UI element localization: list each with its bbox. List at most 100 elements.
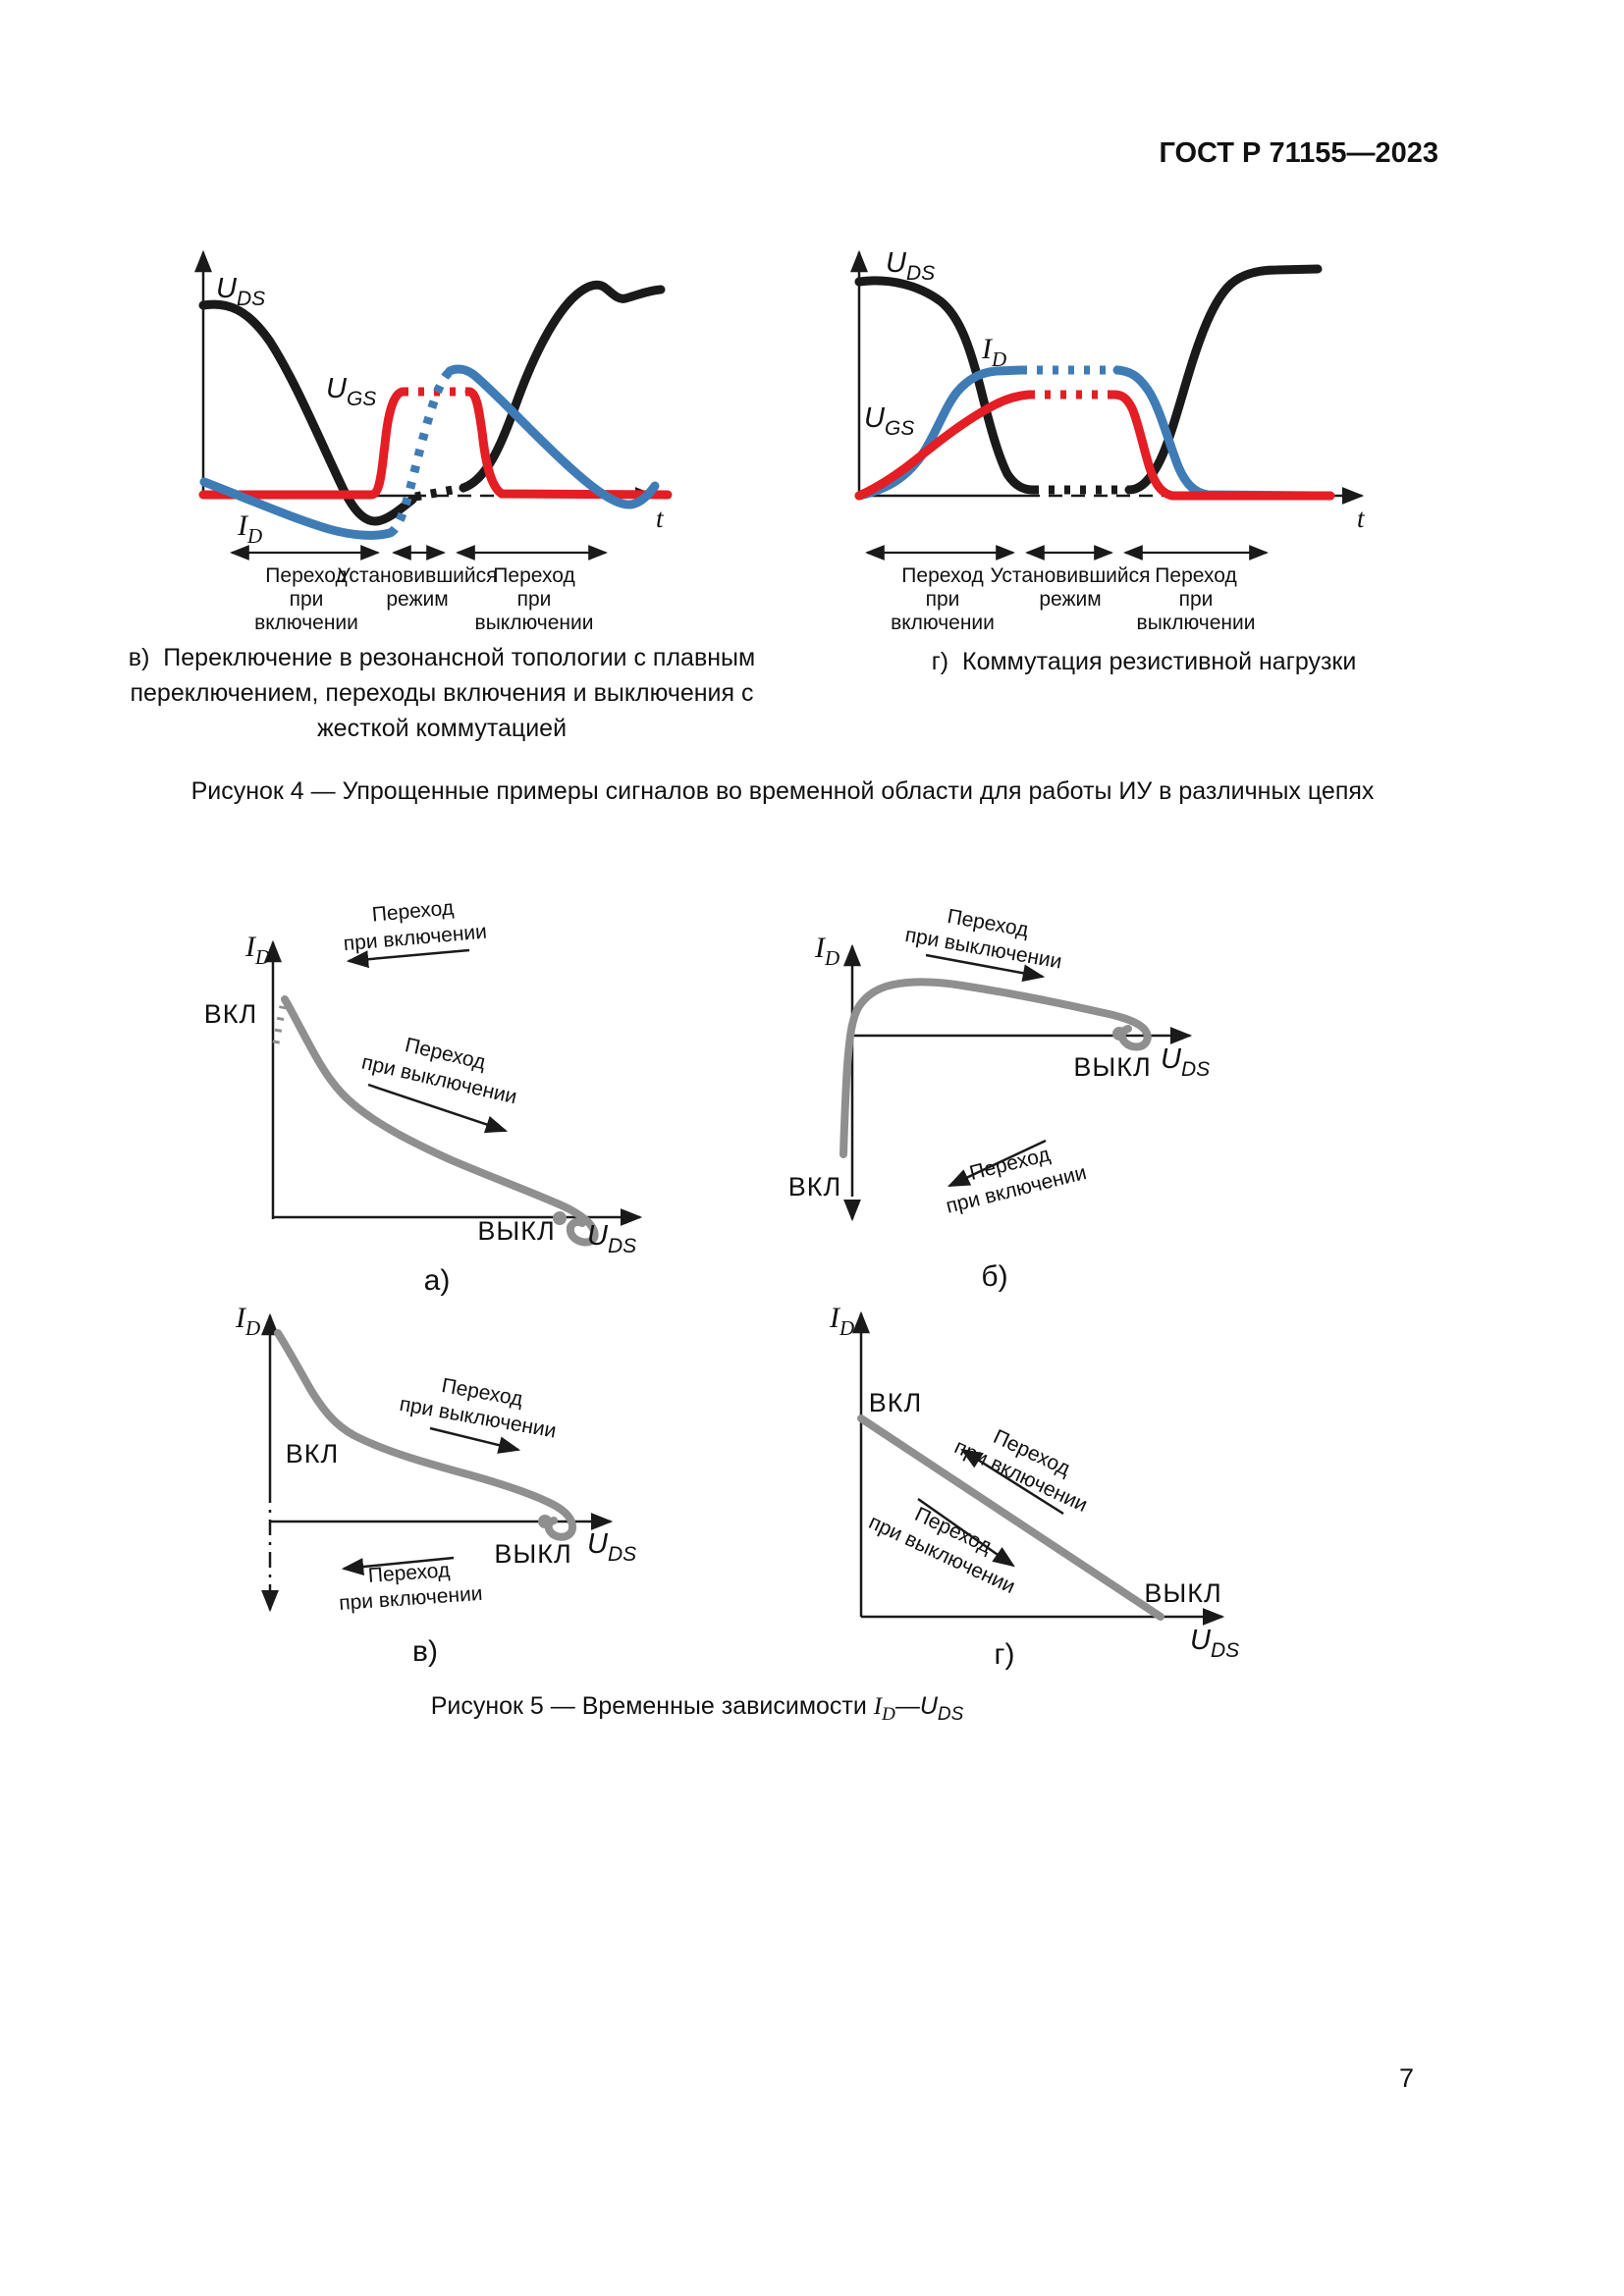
svg-text:включении: включении [254, 612, 358, 634]
fig4-subcaption-v: в) Переключение в резонансной топологии … [128, 644, 756, 742]
uds-curve-right [459, 280, 666, 493]
fig4-left-plot: UDS UGS ID t Переход при включении Устан… [194, 249, 673, 634]
uds-axis-label: UDS [587, 1528, 636, 1566]
on-label: ВКЛ [788, 1172, 841, 1201]
page-number: 7 [1399, 2063, 1415, 2093]
off-label: ВЫКЛ [494, 1539, 571, 1569]
fig5-plot-b: ID UDS ВЫКЛ ВКЛ Переход при выключении П… [788, 905, 1210, 1293]
id-axis-label: ID [235, 1302, 260, 1340]
annotation-off: Переход при выключении [865, 1503, 1018, 1598]
fig4-caption: Рисунок 4 — Упрощенные примеры сигналов … [190, 777, 1375, 805]
off-point [553, 1211, 567, 1225]
svg-text:при: при [517, 588, 552, 611]
id-curve-dotted [387, 368, 453, 538]
uds-axis-label: UDS [216, 273, 265, 310]
svg-text:выключении: выключении [475, 612, 594, 634]
svg-text:Переход: Переход [371, 896, 455, 926]
id-axis-label: ID [244, 931, 270, 969]
ugs-curve-label: UGS [864, 402, 914, 440]
subplot-label-g: г) [995, 1638, 1015, 1671]
subplot-label-v: в) [412, 1635, 438, 1668]
zone-label-on: Переход при включении [891, 564, 995, 634]
id-curve-label: ID [981, 333, 1006, 371]
svg-text:при: при [926, 588, 960, 611]
annotation-off: Переход при выключении [398, 1374, 558, 1443]
subplot-label-b: б) [981, 1260, 1007, 1293]
fig5-plot-a: ID UDS ВКЛ ВЫКЛ Переход при включении Пе… [204, 896, 643, 1297]
id-axis-label: ID [814, 932, 839, 970]
annotation-on: Переход при включении [951, 1425, 1091, 1517]
on-label: ВКЛ [869, 1388, 922, 1417]
annotation-off-arrow [917, 1497, 1015, 1568]
fig5-plot-v: ID UDS ВКЛ ВЫКЛ Переход при выключении П… [235, 1302, 636, 1668]
on-label: ВКЛ [204, 999, 257, 1029]
svg-text:при: при [290, 588, 324, 611]
zone-label-steady: Установившийся режим [338, 564, 498, 611]
annotation-on: Переход при включении [343, 896, 488, 955]
trajectory-dotted-start [272, 1005, 287, 1044]
annotation-on-arrow [341, 1556, 455, 1575]
annotation-off: Переход при выключении [903, 905, 1063, 974]
on-label: ВКЛ [286, 1439, 339, 1468]
svg-text:при включении: при включении [339, 1582, 484, 1615]
id-axis-label: ID [829, 1302, 854, 1340]
annotation-off-arrow [429, 1426, 521, 1454]
off-point [1112, 1027, 1126, 1041]
id-curve-right [445, 364, 660, 509]
trajectory-line [857, 1415, 1164, 1621]
subplot-label-a: а) [424, 1264, 451, 1297]
svg-text:режим: режим [386, 588, 448, 611]
id-curve [199, 477, 395, 540]
annotation-off-arrow [925, 953, 1046, 983]
zone-label-on: Переход при включении [254, 564, 358, 634]
annotation-off: Переход при выключении [359, 1034, 519, 1108]
ugs-curve-right [464, 387, 673, 500]
off-label: ВЫКЛ [1073, 1052, 1151, 1082]
trajectory-curve [274, 1329, 577, 1541]
fig4-right-plot: UDS ID UGS t Переход при включении Устан… [850, 247, 1366, 634]
page-title: ГОСТ Р 71155—2023 [1159, 137, 1438, 169]
svg-text:при: при [1179, 588, 1214, 611]
svg-text:Переход: Переход [901, 564, 983, 587]
svg-text:Переход: Переход [265, 564, 347, 587]
uds-axis-label: UDS [587, 1220, 636, 1257]
annotation-off-arrow [367, 1083, 509, 1134]
ugs-curve [198, 387, 407, 500]
off-label: ВЫКЛ [1144, 1578, 1221, 1608]
svg-text:Переход: Переход [493, 564, 574, 587]
trajectory-curve [281, 995, 599, 1247]
annotation-on: Переход при включении [944, 1143, 1089, 1217]
uds-axis-label: UDS [886, 247, 935, 285]
id-curve [854, 365, 1026, 501]
svg-text:Переход: Переход [1155, 564, 1236, 587]
ugs-curve [854, 390, 1034, 501]
fig5-caption: Рисунок 5 — Временные зависимости ID—UDS [430, 1692, 964, 1725]
annotation-on: Переход при включении [339, 1559, 484, 1615]
svg-text:Установившийся: Установившийся [991, 564, 1151, 587]
uds-axis-label: UDS [1190, 1625, 1239, 1662]
trajectory-curve [839, 978, 1152, 1158]
annotation-on-arrow [960, 1448, 1064, 1516]
annotation-on-arrow [346, 948, 470, 969]
zone-label-off: Переход при выключении [475, 564, 594, 634]
fig4-subcaption-g: г) Коммутация резистивной нагрузки [931, 648, 1357, 675]
svg-text:режим: режим [1039, 588, 1101, 611]
id-curve-right [1112, 365, 1321, 501]
svg-text:Установившийся: Установившийся [338, 564, 498, 587]
svg-text:включении: включении [891, 612, 995, 634]
id-curve-label: ID [237, 509, 262, 548]
off-point [538, 1515, 552, 1528]
zone-label-steady: Установившийся режим [991, 564, 1151, 611]
uds-axis-label: UDS [1161, 1043, 1210, 1081]
uds-symbol: UDS [919, 1692, 964, 1725]
svg-text:выключении: выключении [1137, 612, 1256, 634]
uds-curve [198, 299, 417, 526]
uds-curve [854, 276, 1038, 495]
annotation-on-arrow [947, 1139, 1047, 1188]
t-axis-label: t [1357, 504, 1366, 533]
t-axis-label: t [656, 504, 665, 533]
zone-label-off: Переход при выключении [1137, 564, 1256, 634]
id-symbol: ID [873, 1693, 895, 1725]
fig5-plot-g: ID UDS ВКЛ ВЫКЛ Переход при включении Пе… [829, 1302, 1239, 1671]
